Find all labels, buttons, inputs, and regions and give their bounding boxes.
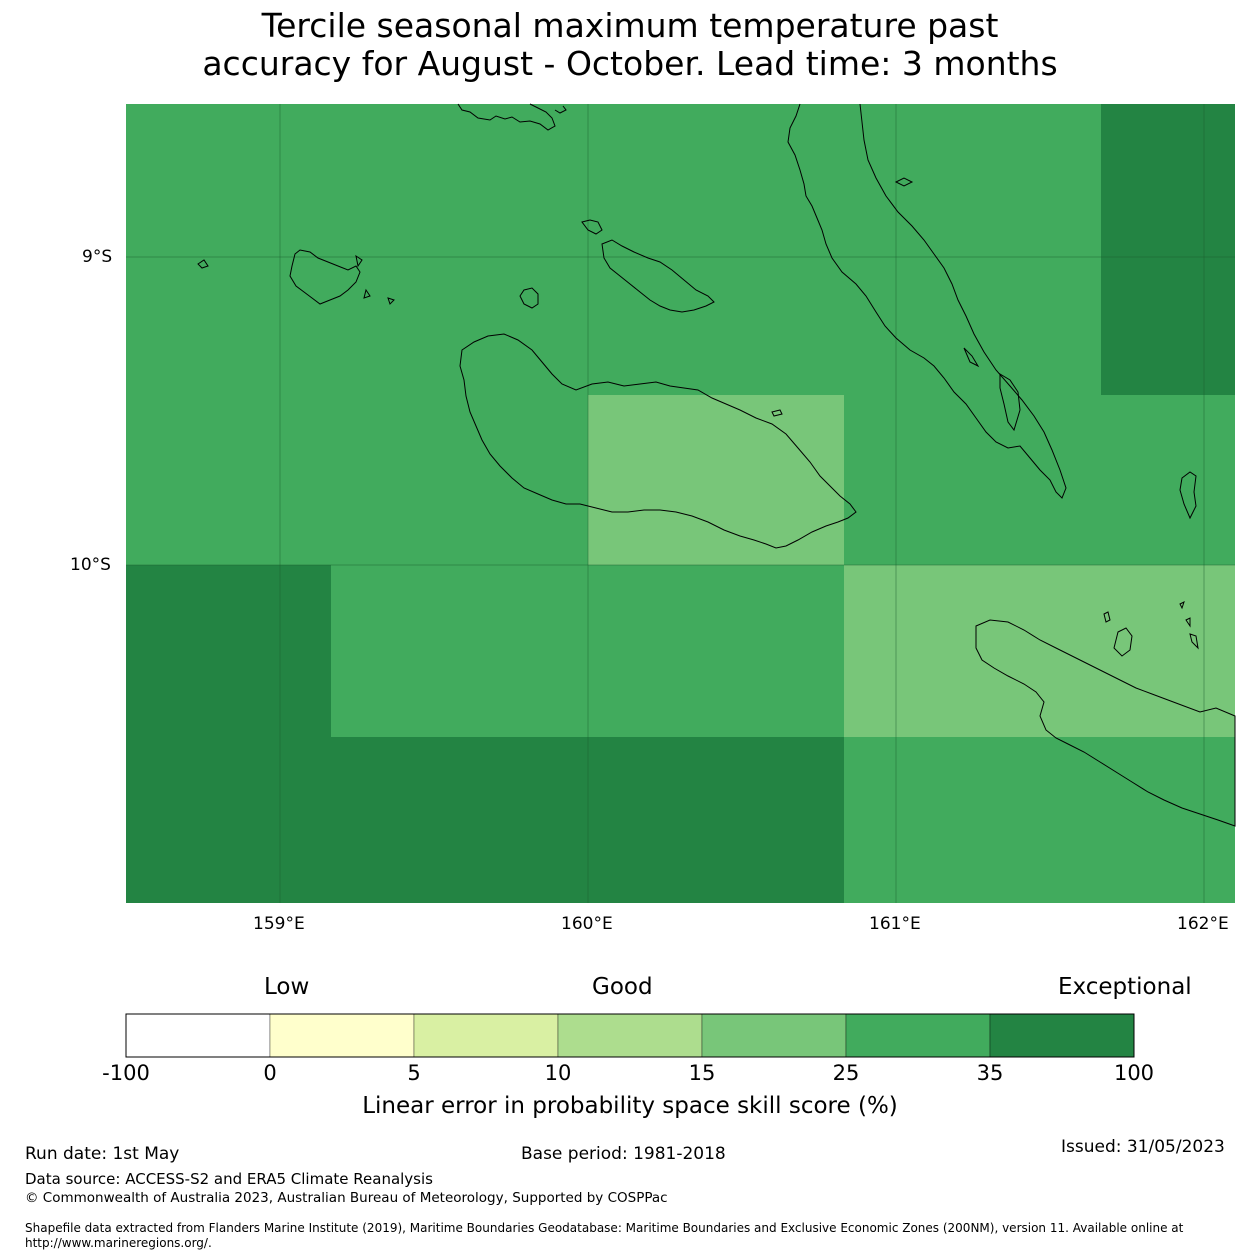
colorbar-segment — [125, 1013, 271, 1058]
lat-label-9s: 9°S — [82, 247, 113, 267]
colorbar-segment — [701, 1013, 847, 1058]
colorbar-tick-label: 100 — [1113, 1061, 1155, 1085]
coast-savo-island — [519, 287, 539, 309]
issued-date: Issued: 31/05/2023 — [1061, 1137, 1225, 1157]
lon-label-161e: 161°E — [869, 914, 921, 934]
colorbar-tick-label: 0 — [263, 1061, 277, 1085]
graticule — [126, 104, 1235, 903]
coast-guadalcanal — [459, 333, 857, 549]
coast-makira — [975, 619, 1236, 827]
grid-cell-right-band — [844, 565, 1235, 737]
shapefile-credit-line-1: Shapefile data extracted from Flanders M… — [25, 1221, 1184, 1235]
colorbar-tick-label: 15 — [688, 1061, 716, 1085]
grid-cell-bottom-left-a — [126, 565, 331, 903]
grid-cell-center — [588, 395, 844, 565]
coast-ulawa — [1179, 471, 1197, 520]
shapefile-credit-line-2: http://www.marineregions.org/. — [25, 1236, 212, 1250]
colorbar-category-good: Good — [592, 974, 653, 1000]
grid-cell-bottom-left-b — [331, 737, 844, 903]
skill-grid — [126, 104, 1235, 903]
colorbar-category-exceptional: Exceptional — [1058, 974, 1192, 1000]
colorbar — [125, 1013, 1135, 1058]
coastlines — [197, 103, 1236, 827]
colorbar-segment — [269, 1013, 415, 1058]
lon-label-159e: 159°E — [253, 914, 305, 934]
colorbar-segment — [845, 1013, 991, 1058]
data-source: Data source: ACCESS-S2 and ERA5 Climate … — [25, 1170, 433, 1188]
colorbar-tick-label: -100 — [102, 1061, 150, 1085]
colorbar-tick-label: 25 — [832, 1061, 860, 1085]
run-date: Run date: 1st May — [25, 1144, 180, 1164]
colorbar-tick-label: 35 — [976, 1061, 1004, 1085]
grid-cell-top-right — [1101, 104, 1235, 395]
colorbar-segment — [989, 1013, 1135, 1058]
lon-label-160e: 160°E — [561, 914, 613, 934]
colorbar-outline — [125, 1013, 1135, 1058]
colorbar-tick-label: 10 — [544, 1061, 572, 1085]
coast-russell-islands — [457, 103, 556, 131]
lon-label-162e: 162°E — [1177, 914, 1229, 934]
coast-santa-isabel — [787, 103, 1067, 499]
colorbar-segment — [557, 1013, 703, 1058]
base-period: Base period: 1981-2018 — [521, 1144, 726, 1164]
colorbar-segment — [413, 1013, 559, 1058]
lat-label-10s: 10°S — [70, 555, 111, 575]
colorbar-label: Linear error in probability space skill … — [362, 1093, 898, 1119]
colorbar-tick-label: 5 — [407, 1061, 421, 1085]
copyright: © Commonwealth of Australia 2023, Austra… — [25, 1190, 668, 1206]
colorbar-category-low: Low — [264, 974, 310, 1000]
chart-title-line-1: Tercile seasonal maximum temperature pas… — [261, 6, 999, 45]
coast-nggela-islands — [581, 219, 603, 235]
coast-florida-islands — [289, 249, 361, 305]
chart-title-line-2: accuracy for August - October. Lead time… — [202, 44, 1058, 83]
